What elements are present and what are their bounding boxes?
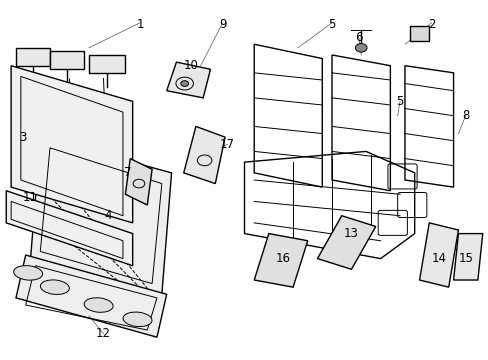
Polygon shape <box>11 66 132 223</box>
Polygon shape <box>6 191 132 266</box>
Polygon shape <box>419 223 458 287</box>
Polygon shape <box>125 158 152 205</box>
Polygon shape <box>30 137 171 294</box>
Text: 16: 16 <box>275 252 290 265</box>
Text: 10: 10 <box>183 59 198 72</box>
Circle shape <box>181 81 188 86</box>
Text: 9: 9 <box>219 18 226 31</box>
Text: 14: 14 <box>430 252 446 265</box>
Text: 5: 5 <box>327 18 335 31</box>
Text: 6: 6 <box>354 31 362 44</box>
Ellipse shape <box>14 266 42 280</box>
Text: 7: 7 <box>124 166 131 179</box>
Text: 2: 2 <box>427 18 434 31</box>
Text: 15: 15 <box>457 252 472 265</box>
Text: 17: 17 <box>220 138 235 151</box>
Polygon shape <box>50 51 84 69</box>
Text: 5: 5 <box>396 95 403 108</box>
Text: 3: 3 <box>20 131 27 144</box>
Text: 4: 4 <box>104 209 112 222</box>
Polygon shape <box>89 55 125 73</box>
Polygon shape <box>166 62 210 98</box>
Polygon shape <box>16 255 166 337</box>
Polygon shape <box>16 48 50 66</box>
Polygon shape <box>183 126 224 184</box>
Text: 11: 11 <box>23 192 38 204</box>
Text: 12: 12 <box>96 327 111 340</box>
Polygon shape <box>254 234 307 287</box>
Polygon shape <box>453 234 482 280</box>
Polygon shape <box>317 216 375 269</box>
Ellipse shape <box>41 280 69 294</box>
Text: 13: 13 <box>344 227 358 240</box>
Ellipse shape <box>123 312 152 327</box>
Ellipse shape <box>84 298 113 312</box>
Polygon shape <box>409 26 428 41</box>
Text: 1: 1 <box>136 18 143 31</box>
Text: 8: 8 <box>461 109 468 122</box>
Circle shape <box>355 44 366 52</box>
